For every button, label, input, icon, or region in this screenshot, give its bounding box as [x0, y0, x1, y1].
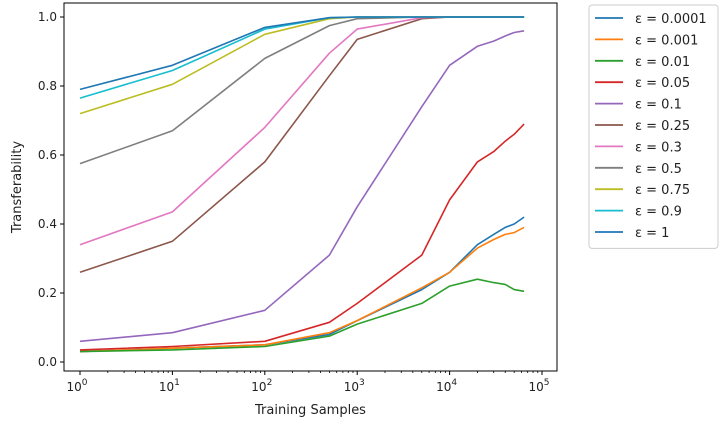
- x-tick-base: 10: [159, 380, 174, 394]
- legend-label: ε = 0.001: [635, 33, 698, 48]
- y-tick-label: 0.0: [38, 355, 57, 369]
- legend-label: ε = 0.9: [635, 205, 682, 220]
- series-line: [79, 123, 525, 351]
- legend-label: ε = 1: [635, 226, 669, 241]
- x-tick-label: 105: [528, 378, 549, 394]
- legend-label: ε = 0.05: [635, 76, 690, 91]
- legend-label: ε = 0.75: [635, 183, 690, 198]
- x-axis-label: Training Samples: [254, 403, 366, 418]
- x-tick-label: 100: [66, 378, 87, 394]
- y-tick-label: 1.0: [38, 10, 57, 24]
- legend-label: ε = 0.25: [635, 119, 690, 134]
- series-line: [79, 16, 525, 91]
- legend-label: ε = 0.3: [635, 140, 682, 155]
- legend-label: ε = 0.5: [635, 162, 682, 177]
- series-layer: [79, 16, 525, 353]
- series-line: [79, 16, 525, 99]
- series-line: [79, 16, 525, 246]
- series-line: [79, 16, 525, 165]
- legend-label: ε = 0.0001: [635, 12, 707, 27]
- x-tick-label: 104: [436, 378, 457, 394]
- legend-label: ε = 0.01: [635, 55, 690, 70]
- series-line: [79, 278, 525, 353]
- y-tick-label: 0.2: [38, 286, 57, 300]
- x-tick-base: 10: [344, 380, 359, 394]
- x-tick-base: 10: [66, 380, 81, 394]
- series-line: [79, 30, 525, 343]
- legend: ε = 0.0001 ε = 0.001 ε = 0.01 ε = 0.05 ε = 0…: [588, 4, 719, 249]
- y-tick-label: 0.6: [38, 148, 57, 162]
- y-tick-label: 0.8: [38, 79, 57, 93]
- x-tick-exponent: 5: [544, 378, 550, 388]
- x-tick-exponent: 4: [451, 378, 457, 388]
- legend-label: ε = 0.1: [635, 98, 682, 113]
- x-tick-base: 10: [528, 380, 543, 394]
- x-tick-exponent: 1: [174, 378, 180, 388]
- x-tick-label: 102: [251, 378, 272, 394]
- series-line: [79, 16, 525, 115]
- x-tick-exponent: 3: [359, 378, 365, 388]
- x-tick-base: 10: [436, 380, 451, 394]
- plot-frame: [63, 2, 558, 372]
- x-tick-exponent: 0: [82, 378, 88, 388]
- x-tick-exponent: 2: [267, 378, 273, 388]
- x-tick-label: 101: [159, 378, 180, 394]
- legend-box: [588, 4, 719, 249]
- x-tick-label: 103: [344, 378, 365, 394]
- x-tick-base: 10: [251, 380, 266, 394]
- series-line: [79, 16, 525, 274]
- series-line: [79, 226, 525, 353]
- y-axis-label: Transferability: [10, 141, 25, 234]
- y-tick-label: 0.4: [38, 217, 57, 231]
